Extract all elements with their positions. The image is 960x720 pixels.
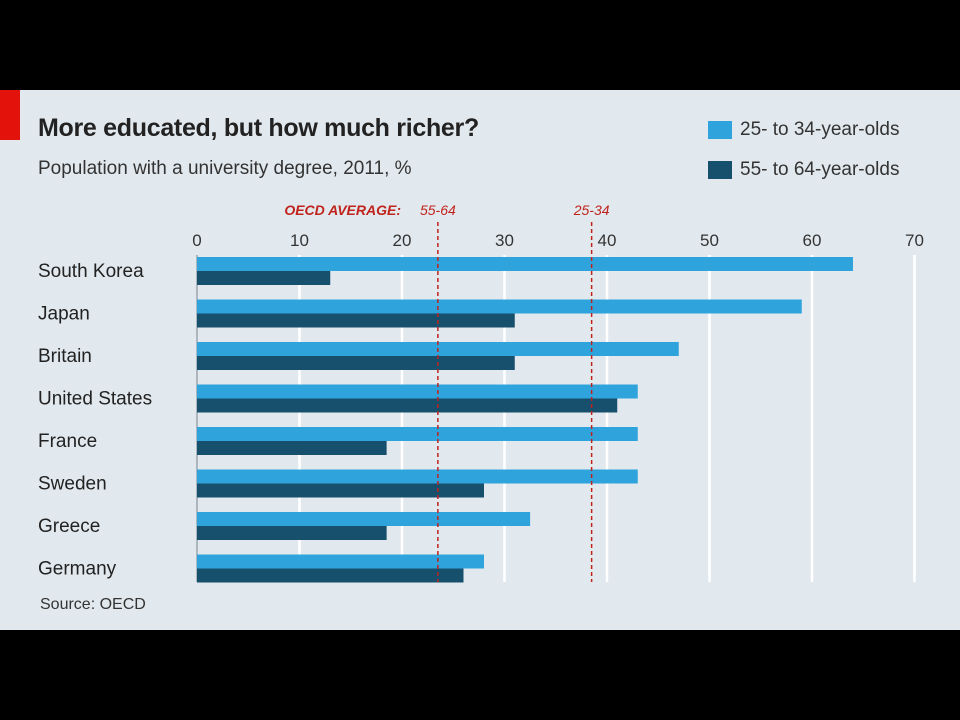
bar-greece-55-64 [197, 526, 387, 540]
category-label-japan: Japan [38, 304, 90, 325]
bar-germany-55-64 [197, 568, 464, 583]
legend-swatch-25-34 [708, 121, 732, 139]
category-label-sweden: Sweden [38, 474, 107, 495]
source-note: Source: OECD [40, 596, 146, 613]
category-label-france: France [38, 431, 97, 452]
x-tick-label-0: 0 [192, 231, 201, 250]
bar-south-korea-55-64 [197, 271, 331, 285]
legend-label-25-34: 25- to 34-year-olds [740, 119, 900, 140]
chart-title: More educated, but how much richer? [38, 114, 479, 142]
bar-greece-25-34 [197, 512, 531, 526]
bar-united-states-25-34 [197, 384, 638, 399]
category-label-united-states: United States [38, 389, 152, 410]
bar-france-25-34 [197, 427, 638, 441]
bar-south-korea-25-34 [197, 257, 853, 271]
bar-france-55-64 [197, 441, 387, 455]
legend-swatch-55-64 [708, 161, 732, 179]
bar-sweden-55-64 [197, 483, 484, 498]
legend-label-55-64: 55- to 64-year-olds [740, 159, 900, 180]
bar-japan-55-64 [197, 313, 515, 328]
category-label-germany: Germany [38, 559, 117, 580]
x-tick-label-30: 30 [495, 231, 514, 250]
brand-red-tab [0, 90, 20, 140]
x-tick-label-10: 10 [290, 231, 309, 250]
bar-united-states-55-64 [197, 398, 618, 413]
x-tick-label-20: 20 [393, 231, 412, 250]
oecd-average-heading: OECD AVERAGE: [284, 202, 401, 218]
chart-subtitle: Population with a university degree, 201… [38, 158, 412, 179]
x-tick-label-70: 70 [905, 231, 924, 250]
category-label-south-korea: South Korea [38, 261, 144, 282]
bar-sweden-25-34 [197, 469, 638, 484]
x-tick-label-50: 50 [700, 231, 719, 250]
bar-germany-25-34 [197, 554, 484, 569]
legend-item-55-64: 55- to 64-year-olds [708, 158, 899, 182]
x-tick-label-60: 60 [803, 231, 822, 250]
bar-japan-25-34 [197, 299, 802, 314]
oecd-label-25-34: 25-34 [573, 202, 610, 218]
legend-item-25-34: 25- to 34-year-olds [708, 118, 899, 142]
oecd-label-55-64: 55-64 [420, 202, 456, 218]
x-tick-label-40: 40 [598, 231, 617, 250]
category-label-britain: Britain [38, 346, 92, 367]
bar-britain-55-64 [197, 356, 515, 370]
category-label-greece: Greece [38, 516, 100, 537]
